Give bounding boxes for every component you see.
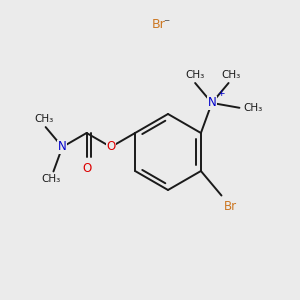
Text: CH₃: CH₃ bbox=[221, 70, 240, 80]
Text: CH₃: CH₃ bbox=[185, 70, 205, 80]
Text: CH₃: CH₃ bbox=[42, 174, 61, 184]
Text: +: + bbox=[217, 89, 224, 98]
Text: O: O bbox=[106, 140, 116, 154]
Text: N: N bbox=[58, 140, 67, 154]
Text: CH₃: CH₃ bbox=[34, 114, 53, 124]
Text: ⁻: ⁻ bbox=[163, 17, 169, 31]
Text: Br: Br bbox=[152, 17, 166, 31]
Text: Br: Br bbox=[224, 200, 237, 212]
Text: CH₃: CH₃ bbox=[243, 103, 263, 113]
Text: O: O bbox=[82, 162, 91, 175]
Text: N: N bbox=[208, 96, 216, 110]
